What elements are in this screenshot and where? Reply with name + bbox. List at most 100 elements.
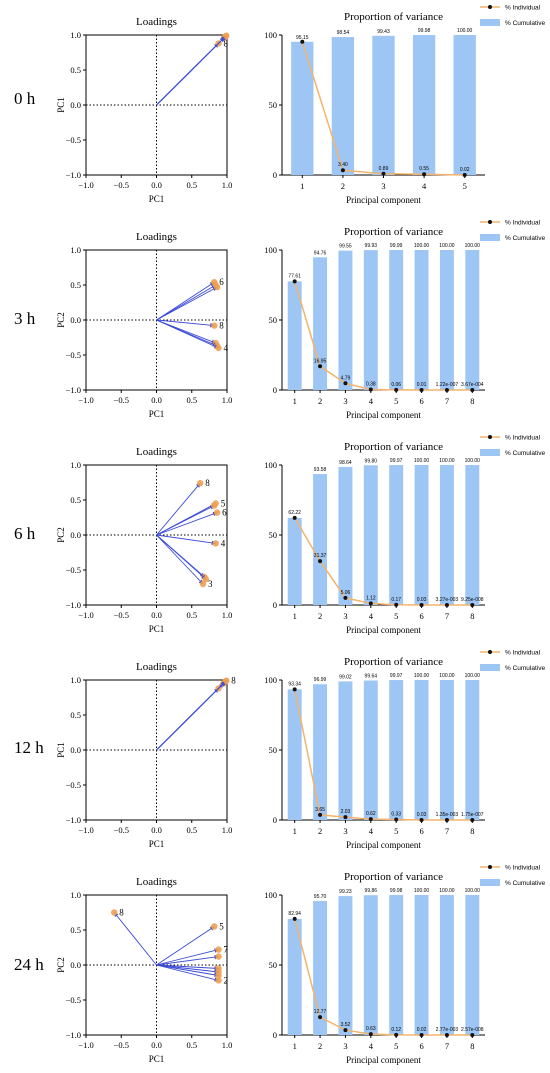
cumulative-bar xyxy=(331,37,355,175)
x-tick-label: 1.0 xyxy=(222,1040,233,1050)
cumulative-bar xyxy=(363,895,378,1035)
row-label: 3 h xyxy=(14,309,36,328)
individual-point-label: 9.25e-008 xyxy=(461,597,484,603)
loading-point xyxy=(213,509,221,516)
cumulative-bar xyxy=(363,250,378,390)
cumulative-bar-label: 99.55 xyxy=(339,244,352,250)
y-tick-label: 0.0 xyxy=(70,745,81,755)
cumulative-bar xyxy=(465,465,480,605)
cumulative-bar-label: 99.23 xyxy=(339,889,352,895)
x-tick-label: −1.0 xyxy=(78,180,93,190)
y-tick-label: 0 xyxy=(273,170,277,180)
loading-arrow xyxy=(113,912,157,966)
loadings-ylabel: PC1 xyxy=(56,742,66,758)
y-tick-label: 100 xyxy=(264,460,277,470)
x-tick-label: 5 xyxy=(463,181,467,191)
loading-point-label: 5 xyxy=(219,922,224,932)
individual-point xyxy=(444,388,449,392)
x-tick-label: −0.5 xyxy=(114,1040,129,1050)
cumulative-bar xyxy=(338,250,353,390)
x-tick-label: 4 xyxy=(422,181,427,191)
individual-point-label: 5.06 xyxy=(341,590,351,596)
loadings-ylabel: PC1 xyxy=(56,97,66,113)
cumulative-bar-label: 100.00 xyxy=(439,243,455,249)
cumulative-bar xyxy=(414,680,429,820)
loading-arrow xyxy=(156,35,227,106)
cumulative-bar-label: 100.00 xyxy=(465,673,481,679)
individual-line xyxy=(293,281,473,391)
cumulative-bar-label: 99.98 xyxy=(390,888,403,894)
x-tick-label: −0.5 xyxy=(114,395,129,405)
cumulative-bar-label: 98.64 xyxy=(339,460,352,466)
loading-point-label: 5 xyxy=(221,499,226,509)
cumulative-bar xyxy=(291,41,314,175)
individual-point-label: 0.17 xyxy=(391,597,401,603)
individual-point-label: 1.22e-007 xyxy=(436,382,459,388)
variance-plot: Proportion of variance % Individual % Cumu… xyxy=(264,220,545,421)
y-tick-label: 1.0 xyxy=(70,890,81,900)
y-tick-label: 1.0 xyxy=(70,675,81,685)
loadings-title: Loadings xyxy=(136,876,177,888)
cumulative-bar xyxy=(439,895,454,1035)
x-tick-label: 4 xyxy=(369,1041,374,1051)
x-tick-label: 0.5 xyxy=(186,825,197,835)
cumulative-bar-label: 100.00 xyxy=(439,458,455,464)
cumulative-bar-label: 100.00 xyxy=(465,888,481,894)
legend-individual-label: % Individual xyxy=(505,865,541,872)
x-tick-label: −0.5 xyxy=(114,825,129,835)
variance-title: Proportion of variance xyxy=(344,11,443,23)
loading-arrow xyxy=(156,511,218,536)
loading-arrow xyxy=(156,964,219,974)
cumulative-bar xyxy=(287,281,302,390)
y-tick-label: 0.0 xyxy=(70,315,81,325)
individual-point xyxy=(343,1028,348,1033)
individual-point xyxy=(300,39,305,44)
individual-point-label: 93.34 xyxy=(288,681,301,687)
loading-point-label: 8 xyxy=(205,478,210,488)
individual-point-label: 0.63 xyxy=(366,1026,376,1032)
legend-bar-swatch xyxy=(480,19,500,26)
individual-point xyxy=(340,168,345,173)
individual-point xyxy=(394,817,399,822)
individual-point-label: 0.03 xyxy=(417,812,427,818)
cumulative-bar-label: 99.02 xyxy=(339,674,352,680)
loading-point xyxy=(223,32,230,39)
loadings-ylabel: PC2 xyxy=(56,957,66,973)
x-tick-label: 5 xyxy=(394,1041,398,1051)
cumulative-bar-label: 100.00 xyxy=(414,458,430,464)
individual-point xyxy=(470,603,475,607)
x-tick-label: 0.0 xyxy=(151,610,162,620)
loading-point xyxy=(211,322,218,329)
x-tick-label: 1 xyxy=(293,396,297,406)
individual-point-label: 1.75e-007 xyxy=(461,812,484,818)
individual-point-label: 3.65 xyxy=(315,807,325,813)
x-tick-label: 4 xyxy=(369,611,374,621)
legend-cumulative-label: % Cumulative xyxy=(505,20,545,27)
variance-xlabel: Principal component xyxy=(346,410,421,420)
individual-line xyxy=(293,918,473,1036)
individual-point xyxy=(318,812,323,817)
individual-point-label: 1.35e-003 xyxy=(436,812,459,818)
y-tick-label: −0.5 xyxy=(66,995,81,1005)
y-tick-label: 0.0 xyxy=(70,530,81,540)
loadings-xlabel: PC1 xyxy=(149,409,165,419)
loadings-title: Loadings xyxy=(136,446,177,458)
cumulative-bar-label: 99.80 xyxy=(365,458,378,464)
legend-dot-swatch xyxy=(488,220,492,224)
loading-point-label: 6 xyxy=(219,277,224,287)
loading-arrow xyxy=(156,505,215,536)
loading-arrow xyxy=(156,964,219,982)
cumulative-bar-label: 96.99 xyxy=(314,677,327,683)
loading-point-label: 6 xyxy=(222,508,227,518)
y-tick-label: 1.0 xyxy=(70,30,81,40)
cumulative-bar xyxy=(389,680,404,820)
loading-arrow xyxy=(156,948,219,966)
x-tick-label: 0.0 xyxy=(151,1040,162,1050)
individual-point-label: 0.33 xyxy=(391,812,401,818)
loading-arrow xyxy=(156,534,204,585)
loading-point xyxy=(211,923,218,930)
y-tick-label: −1.0 xyxy=(66,385,81,395)
individual-point xyxy=(470,388,475,392)
legend-cumulative-label: % Cumulative xyxy=(505,235,545,242)
x-tick-label: 7 xyxy=(445,611,449,621)
